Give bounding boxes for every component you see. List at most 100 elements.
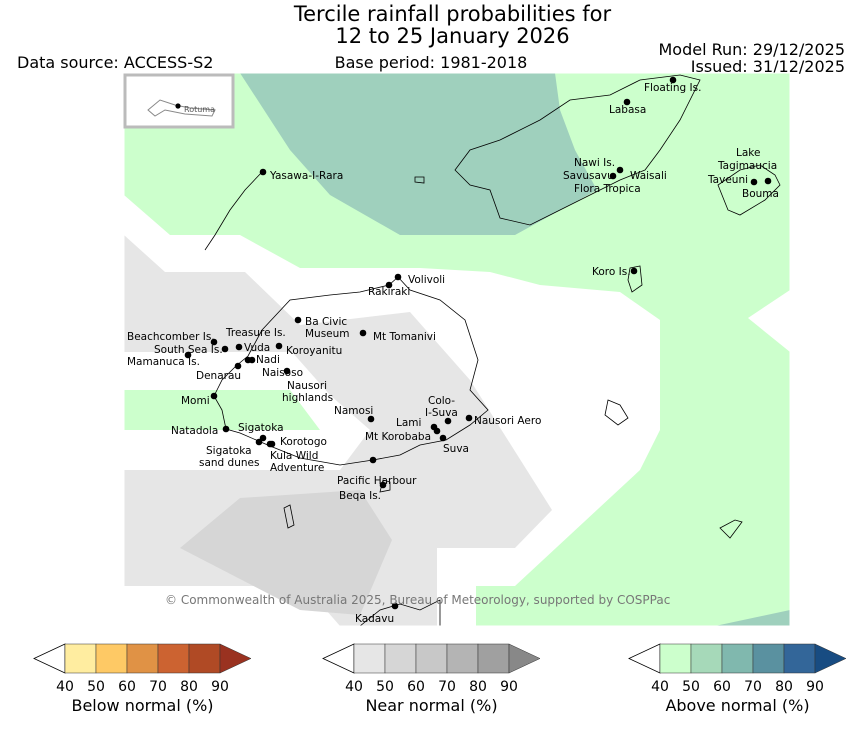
colorbar-tick-label: 50 <box>87 679 105 695</box>
colorbar-tick-label: 70 <box>438 679 456 695</box>
colorbar-tick-label: 40 <box>651 679 669 695</box>
location-label: Ba Civic <box>305 316 347 328</box>
location-marker <box>630 267 638 275</box>
colorbar-swatch <box>353 643 386 674</box>
location-label: Rakiraki <box>368 286 410 298</box>
location-marker <box>283 367 291 375</box>
location-label: Nadi <box>256 354 280 366</box>
location-marker <box>255 438 263 446</box>
colorbar-swatch <box>384 643 417 674</box>
location-label: Vuda <box>244 342 270 354</box>
location-marker <box>433 427 441 435</box>
location-label: Flora Tropica <box>574 183 641 195</box>
location-label: Mt Korobaba <box>365 431 431 443</box>
location-marker <box>234 362 242 370</box>
colorbar-swatch <box>415 643 448 674</box>
colorbar-over-arrow <box>508 643 541 674</box>
location-marker <box>222 425 230 433</box>
location-marker <box>367 415 375 423</box>
above-normal-50-region <box>240 73 597 235</box>
colorbar-tick-label: 40 <box>56 679 74 695</box>
colorbar-title: Above normal (%) <box>665 696 809 715</box>
location-label: Lami <box>396 417 421 429</box>
location-marker <box>275 342 283 350</box>
location-label: Waisali <box>630 170 667 182</box>
location-label: South Sea Is. <box>154 344 223 356</box>
location-marker <box>210 338 218 346</box>
location-label: Tagimaucia <box>717 160 777 172</box>
location-label: Mt Tomanivi <box>373 331 436 343</box>
location-marker <box>379 481 387 489</box>
location-marker <box>444 417 452 425</box>
colorbar-tick-label: 50 <box>376 679 394 695</box>
colorbar-under-arrow <box>322 643 355 674</box>
location-label: Namosi <box>334 405 373 417</box>
colorbar-swatch <box>783 643 816 674</box>
location-label: I-Suva <box>425 407 458 419</box>
rotuma-marker <box>175 103 181 109</box>
copyright-notice: © Commonwealth of Australia 2025, Bureau… <box>165 593 670 607</box>
location-label: Volivoli <box>408 274 445 286</box>
colorbar-under-arrow <box>33 643 66 674</box>
colorbar-over-arrow <box>814 643 847 674</box>
location-label: Mamanuca Is. <box>127 356 200 368</box>
location-marker <box>210 392 218 400</box>
location-marker <box>465 414 473 422</box>
colorbar-swatch <box>188 643 221 674</box>
location-marker <box>369 456 377 464</box>
location-label: Koroyanitu <box>286 345 342 357</box>
location-marker <box>259 168 267 176</box>
above-normal-50-region-se <box>715 610 790 626</box>
colorbar-tick-label: 80 <box>775 679 793 695</box>
inset-label: Rotuma <box>184 105 215 114</box>
location-marker <box>268 440 276 448</box>
colorbar-swatch <box>721 643 754 674</box>
model-run: Model Run: 29/12/2025 <box>658 40 846 59</box>
location-label: Labasa <box>609 104 646 116</box>
location-label: Koro Is. <box>592 266 631 278</box>
location-label: Pacific Harbour <box>337 475 417 487</box>
near-normal-50-region <box>180 490 392 615</box>
colorbar-swatch <box>690 643 723 674</box>
data-source: Data source: ACCESS-S2 <box>17 53 214 72</box>
colorbar-tick-label: 60 <box>118 679 136 695</box>
location-marker <box>394 273 402 281</box>
location-label: Taveuni <box>707 174 748 186</box>
location-marker <box>385 281 393 289</box>
location-label: Denarau <box>196 370 241 382</box>
location-label: Momi <box>181 395 210 407</box>
location-label: highlands <box>282 392 333 404</box>
location-label: Museum <box>305 328 350 340</box>
colorbar-swatch <box>477 643 510 674</box>
location-label: Floating Is. <box>644 82 701 94</box>
location-marker <box>623 98 631 106</box>
location-marker <box>235 343 243 351</box>
location-label: Beqa Is. <box>339 490 381 502</box>
colorbar-swatch <box>446 643 479 674</box>
colorbar-swatch <box>752 643 785 674</box>
location-label: Suva <box>443 443 469 455</box>
base-period: Base period: 1981-2018 <box>334 53 528 72</box>
colorbar-tick-label: 60 <box>713 679 731 695</box>
colorbar-tick-label: 90 <box>806 679 824 695</box>
rotuma-inset: Rotuma <box>123 73 235 129</box>
location-marker <box>764 177 772 185</box>
location-marker <box>248 356 256 364</box>
location-label: sand dunes <box>199 457 259 469</box>
location-label: Savusavu <box>563 170 614 182</box>
location-marker <box>259 434 267 442</box>
colorbar-tick-label: 40 <box>345 679 363 695</box>
location-label: Adventure <box>270 462 324 474</box>
colorbar-tick-label: 90 <box>211 679 229 695</box>
colorbar-tick-label: 50 <box>682 679 700 695</box>
location-label: Korotogo <box>280 436 327 448</box>
colorbar-tick-label: 70 <box>744 679 762 695</box>
location-label: Lake <box>736 147 760 159</box>
colorbar-tick-label: 80 <box>180 679 198 695</box>
location-label: Sigatoka <box>206 445 252 457</box>
coastlines <box>204 74 781 626</box>
